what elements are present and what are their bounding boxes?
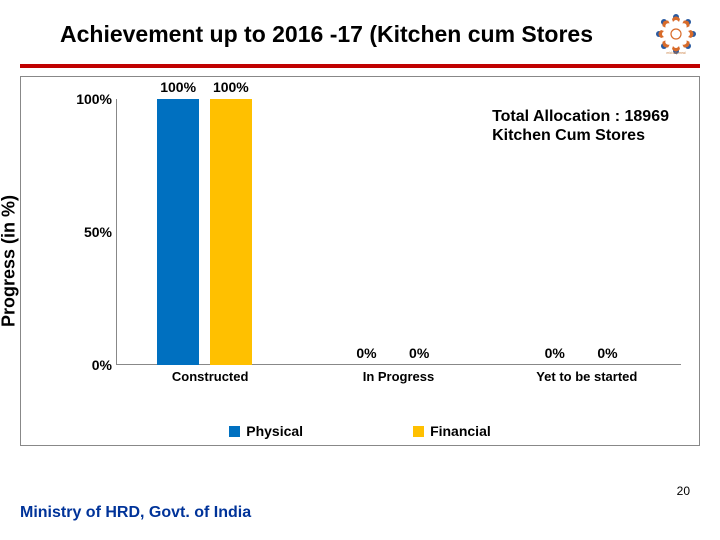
legend-swatch [229, 426, 240, 437]
legend: Physical Financial [21, 423, 699, 439]
bar-value-label: 0% [597, 345, 617, 361]
x-category-label: Constructed [172, 369, 249, 384]
legend-label: Financial [430, 423, 491, 439]
y-tick-label: 100% [76, 91, 112, 107]
annotation-line2: Kitchen Cum Stores [492, 126, 669, 145]
bar-physical: 100% [157, 99, 198, 365]
legend-item: Physical [229, 423, 303, 439]
bar-value-label: 100% [160, 79, 196, 95]
page-number: 20 [677, 484, 690, 498]
legend-item: Financial [413, 423, 491, 439]
y-tick-label: 0% [92, 357, 112, 373]
y-axis-label: Progress (in %) [0, 195, 20, 327]
svg-text:mid day meal: mid day meal [667, 51, 686, 55]
x-category-label: Yet to be started [536, 369, 637, 384]
bar-value-label: 100% [213, 79, 249, 95]
y-tick-label: 50% [84, 224, 112, 240]
y-axis-ticks: 0% 50% 100% [71, 85, 116, 385]
bar-financial: 100% [210, 99, 251, 365]
bar-group: 100%100%Constructed [116, 99, 304, 365]
x-category-label: In Progress [363, 369, 435, 384]
legend-label: Physical [246, 423, 303, 439]
bar-value-label: 0% [409, 345, 429, 361]
bar-value-label: 0% [545, 345, 565, 361]
title-rule [20, 64, 700, 68]
slide: Achievement up to 2016 -17 (Kitchen cum … [0, 0, 720, 540]
bar-group: 0%0%In Progress [304, 99, 492, 365]
footer-text: Ministry of HRD, Govt. of India [20, 504, 251, 522]
scheme-logo: mid day meal [652, 10, 700, 58]
allocation-annotation: Total Allocation : 18969 Kitchen Cum Sto… [492, 107, 669, 145]
chart-frame: Progress (in %) 0%50%100% 100%100%Constr… [20, 76, 700, 446]
title-row: Achievement up to 2016 -17 (Kitchen cum … [20, 10, 700, 58]
legend-swatch [413, 426, 424, 437]
page-title: Achievement up to 2016 -17 (Kitchen cum … [20, 21, 593, 48]
annotation-line1: Total Allocation : 18969 [492, 107, 669, 126]
bar-value-label: 0% [356, 345, 376, 361]
